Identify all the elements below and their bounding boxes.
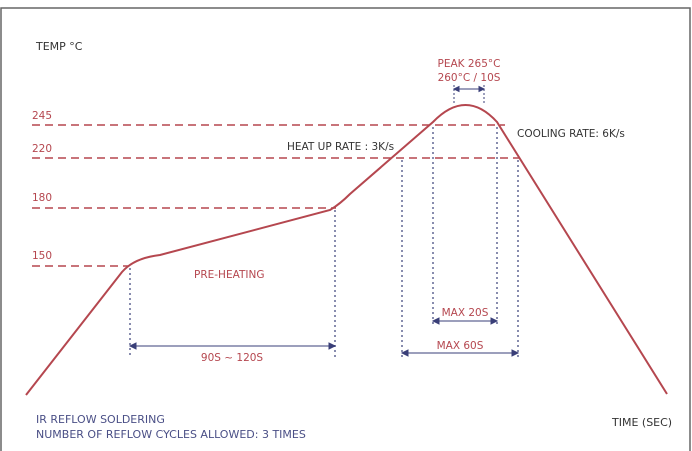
max-20s-label: MAX 20S bbox=[442, 307, 489, 319]
max-20s-arrow bbox=[431, 317, 499, 325]
preheating-label: PRE-HEATING bbox=[194, 269, 264, 281]
peak-temp-label: PEAK 265°C bbox=[438, 58, 501, 70]
temp-label-220: 220 bbox=[32, 143, 52, 155]
reflow-curve bbox=[25, 104, 668, 396]
cooling-rate-label: COOLING RATE: 6K/s bbox=[517, 128, 625, 140]
preheat-duration-arrow bbox=[128, 342, 337, 350]
temp-label-180: 180 bbox=[32, 192, 52, 204]
footer-line-1: IR REFLOW SOLDERING bbox=[36, 413, 165, 426]
preheat-time-label: 90S ~ 120S bbox=[201, 352, 264, 364]
footer-line-2: NUMBER OF REFLOW CYCLES ALLOWED: 3 TIMES bbox=[36, 428, 306, 441]
heat-up-rate-label: HEAT UP RATE : 3K/s bbox=[287, 141, 394, 153]
peak-duration-arrow bbox=[452, 85, 486, 104]
y-axis-label: TEMP °C bbox=[36, 40, 83, 53]
peak-hold-label: 260°C / 10S bbox=[438, 72, 501, 84]
diagram-frame bbox=[0, 7, 691, 451]
footer-notes: IR REFLOW SOLDERING NUMBER OF REFLOW CYC… bbox=[36, 412, 306, 442]
x-axis-label: TIME (SEC) bbox=[612, 416, 673, 429]
max-60s-label: MAX 60S bbox=[437, 340, 484, 352]
temp-label-150: 150 bbox=[32, 250, 52, 262]
max-60s-arrow bbox=[400, 349, 520, 357]
temp-label-245: 245 bbox=[32, 110, 52, 122]
